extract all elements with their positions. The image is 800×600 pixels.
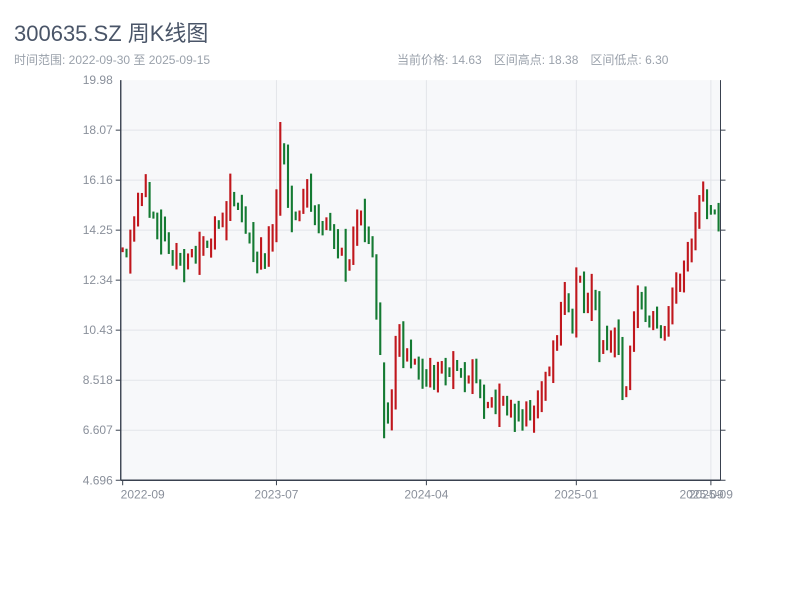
- svg-text:2025-09: 2025-09: [680, 487, 724, 501]
- svg-text:2023-07: 2023-07: [254, 487, 298, 501]
- svg-text:19.98: 19.98: [83, 73, 113, 87]
- svg-text:16.16: 16.16: [83, 173, 113, 187]
- svg-text:8.518: 8.518: [83, 373, 113, 387]
- svg-text:6.607: 6.607: [83, 423, 113, 437]
- svg-text:4.696: 4.696: [83, 473, 113, 487]
- svg-text:10.43: 10.43: [83, 323, 113, 337]
- svg-text:2022-09: 2022-09: [121, 487, 165, 501]
- svg-text:18.07: 18.07: [83, 123, 113, 137]
- svg-text:2025-01: 2025-01: [554, 487, 598, 501]
- svg-text:12.34: 12.34: [83, 273, 113, 287]
- svg-text:2024-04: 2024-04: [404, 487, 448, 501]
- svg-text:14.25: 14.25: [83, 223, 113, 237]
